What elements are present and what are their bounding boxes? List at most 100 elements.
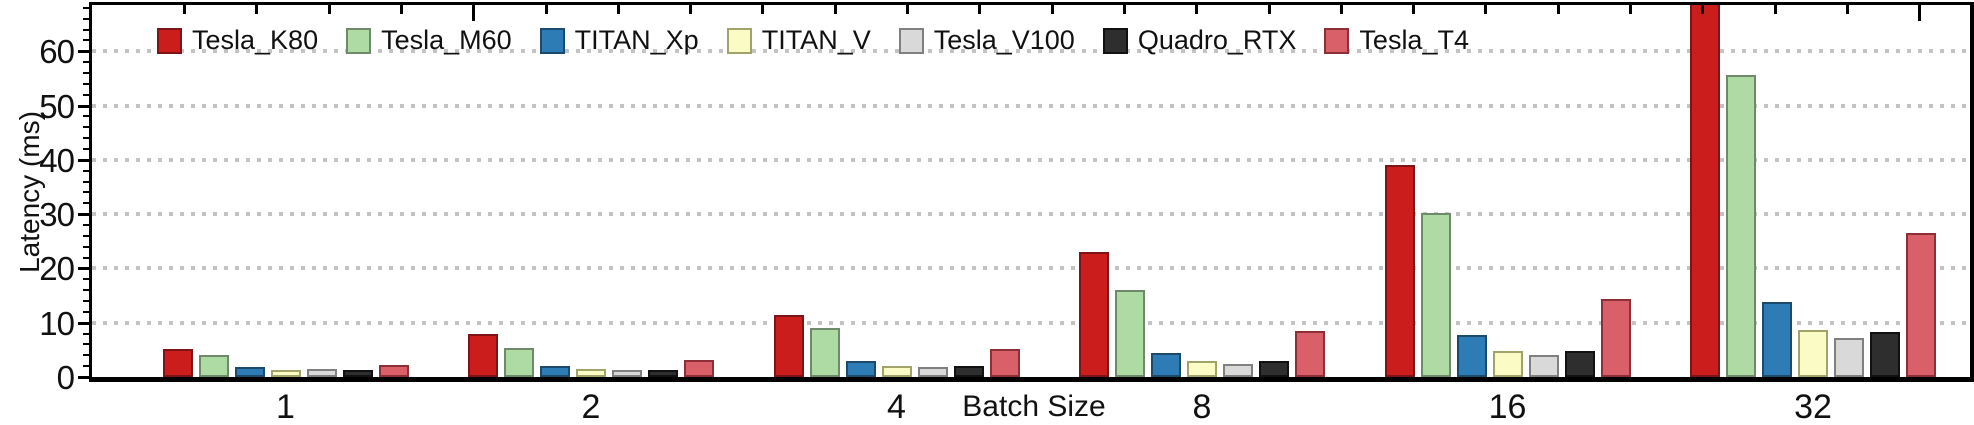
top-tick: [689, 5, 692, 14]
bar-Tesla_V100-batch8: [1223, 364, 1253, 377]
x-tick-label-2: 2: [581, 388, 601, 425]
legend-item-Tesla_T4: Tesla_T4: [1324, 25, 1469, 56]
x-axis-label: Batch Size: [962, 390, 1106, 423]
y-minor-tick-42: [83, 148, 90, 151]
y-tick-label-20: 20: [39, 250, 75, 288]
top-tick: [1051, 5, 1054, 14]
y-tick-40: [78, 158, 90, 162]
y-minor-tick-36: [83, 180, 90, 183]
bar-Tesla_T4-batch8: [1295, 331, 1325, 377]
bar-Tesla_M60-batch8: [1115, 290, 1145, 377]
x-tick-label-16: 16: [1488, 388, 1527, 425]
x-tick-label-4: 4: [887, 388, 906, 425]
top-tick: [183, 5, 186, 14]
gridline-20: [92, 266, 1970, 271]
bar-TITAN_Xp-batch1: [234, 367, 265, 377]
bar-Tesla_M60-batch32: [1726, 75, 1756, 377]
y-tick-label-60: 60: [39, 33, 75, 71]
top-tick: [1412, 5, 1415, 14]
y-minor-tick-66: [83, 17, 90, 20]
legend-label: Quadro_RTX: [1137, 25, 1297, 55]
legend-item-Tesla_M60: Tesla_M60: [346, 25, 512, 56]
y-minor-tick-14: [83, 300, 90, 302]
legend-label: Tesla_K80: [192, 25, 319, 55]
top-tick: [400, 5, 403, 14]
bar-Tesla_K80-batch1: [162, 349, 193, 377]
y-minor-tick-46: [83, 126, 90, 129]
y-tick-0: [78, 376, 90, 379]
bar-Tesla_T4-batch1: [378, 365, 409, 377]
bar-Tesla_K80-batch2: [468, 334, 498, 377]
legend-swatch-TITAN_Xp: [539, 27, 565, 54]
y-tick-label-50: 50: [39, 87, 75, 125]
legend-label: TITAN_V: [761, 25, 871, 55]
y-minor-tick-22: [83, 256, 90, 259]
bar-Tesla_V100-batch16: [1528, 355, 1559, 377]
y-tick-50: [78, 104, 90, 108]
y-tick-label-0: 0: [56, 359, 75, 396]
top-tick: [617, 5, 620, 14]
bar-Tesla_T4-batch2: [684, 360, 714, 377]
bar-TITAN_V-batch16: [1492, 351, 1523, 377]
legend-swatch-Tesla_M60: [346, 27, 372, 54]
top-tick: [1557, 5, 1560, 14]
bar-TITAN_V-batch2: [576, 369, 606, 377]
bar-Quadro_RTX-batch2: [648, 370, 678, 377]
y-minor-tick-8: [83, 332, 90, 335]
y-axis-label: Latency (ms): [14, 111, 45, 273]
gridline-50: [92, 103, 1970, 108]
legend-item-Tesla_V100: Tesla_V100: [898, 25, 1075, 56]
top-tick: [1918, 5, 1921, 21]
top-tick: [472, 5, 475, 21]
legend-item-Quadro_RTX: Quadro_RTX: [1102, 25, 1297, 56]
legend-item-TITAN_V: TITAN_V: [726, 25, 871, 56]
bar-Quadro_RTX-batch4: [953, 366, 984, 377]
bar-Tesla_K80-batch4: [773, 315, 804, 377]
gridline-30: [92, 212, 1970, 217]
top-tick: [1701, 5, 1704, 14]
top-tick: [834, 5, 837, 14]
gridline-60: [92, 49, 1970, 54]
y-minor-tick-56: [83, 72, 90, 75]
bar-TITAN_Xp-batch2: [540, 366, 570, 377]
top-tick: [761, 5, 764, 14]
y-minor-tick-58: [83, 61, 90, 64]
bar-Quadro_RTX-batch16: [1564, 351, 1595, 377]
y-tick-30: [78, 213, 90, 217]
y-tick-label-40: 40: [39, 141, 75, 179]
bar-Quadro_RTX-batch8: [1259, 361, 1289, 377]
y-minor-tick-48: [83, 115, 90, 118]
bottom-spine: [89, 377, 1974, 382]
bar-Tesla_T4-batch32: [1906, 233, 1936, 377]
gridline-10: [92, 320, 1970, 325]
y-minor-tick-44: [83, 137, 90, 140]
y-tick-label-10: 10: [39, 304, 75, 342]
bar-TITAN_Xp-batch8: [1151, 353, 1181, 377]
bar-Quadro_RTX-batch32: [1870, 332, 1900, 377]
left-spine: [89, 2, 92, 380]
y-minor-tick-32: [83, 202, 90, 205]
bar-Tesla_K80-batch8: [1079, 252, 1109, 377]
top-tick: [1268, 5, 1271, 14]
bar-TITAN_V-batch1: [270, 370, 301, 377]
y-minor-tick-54: [83, 82, 90, 85]
top-tick: [978, 5, 981, 14]
legend-label: Tesla_V100: [933, 25, 1075, 55]
top-tick: [328, 5, 331, 14]
top-tick: [1629, 5, 1632, 14]
y-minor-tick-34: [83, 191, 90, 194]
right-spine: [1970, 2, 1974, 380]
bar-Tesla_M60-batch1: [198, 355, 229, 377]
y-minor-tick-24: [83, 245, 90, 248]
bar-TITAN_V-batch4: [881, 366, 912, 377]
y-minor-tick-4: [83, 354, 90, 357]
bar-Quadro_RTX-batch1: [342, 370, 373, 377]
top-spine: [89, 2, 1974, 5]
bar-Tesla_M60-batch2: [504, 348, 534, 377]
y-minor-tick-28: [83, 224, 90, 226]
bar-Tesla_T4-batch4: [989, 349, 1020, 377]
bar-Tesla_V100-batch32: [1834, 338, 1864, 377]
bar-Tesla_M60-batch16: [1420, 213, 1451, 377]
bar-TITAN_V-batch8: [1187, 361, 1217, 377]
